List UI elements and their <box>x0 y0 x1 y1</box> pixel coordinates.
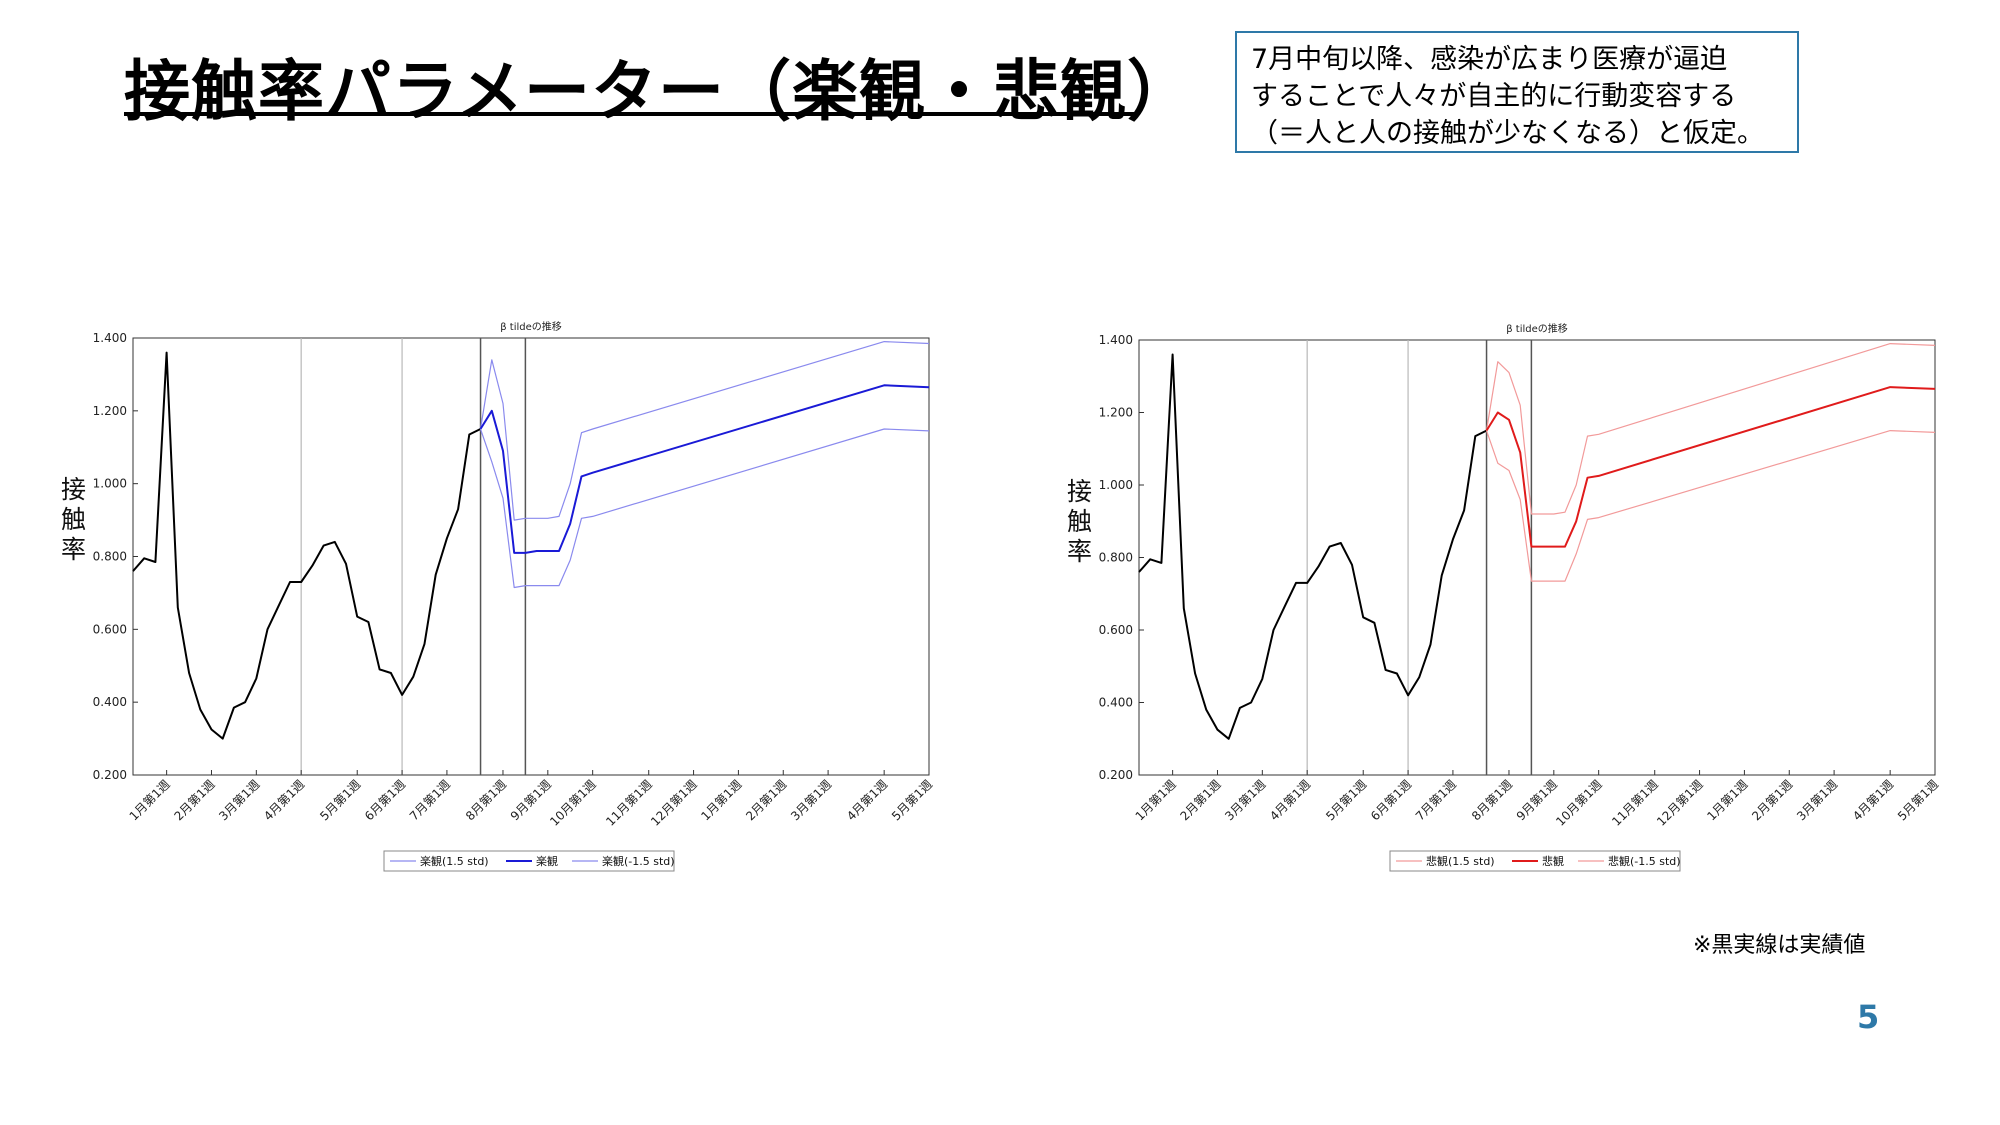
note-line: （＝人と人の接触が少なくなる）と仮定。 <box>1251 118 1764 149</box>
x-tick-label: 1月第1週 <box>1133 777 1179 823</box>
legend-label: 悲観 <box>1542 854 1564 868</box>
y-tick-label: 1.200 <box>93 404 127 418</box>
x-tick-label: 9月第1週 <box>1514 777 1560 823</box>
x-tick-label: 4月第1週 <box>1267 777 1313 823</box>
y-tick-label: 0.200 <box>1099 768 1133 782</box>
x-tick-label: 6月第1週 <box>1368 777 1414 823</box>
optimistic-chart: β tildeの推移 0.200 0.400 0.600 0.800 1.000 1.200… <box>61 320 935 872</box>
x-tick-label: 11月第1週 <box>1609 777 1661 829</box>
slide-title: 接触率パラメーター（楽観・悲観） <box>124 53 1195 130</box>
x-tick-label: 3月第1週 <box>1222 777 1268 823</box>
legend-label: 楽観(-1.5 std) <box>602 854 675 868</box>
y-tick-label: 1.000 <box>93 477 127 491</box>
y-tick-label: 1.400 <box>93 331 127 345</box>
series-line-actual <box>132 351 481 740</box>
x-tick-label: 3月第1週 <box>1794 777 1840 823</box>
x-tick-label: 5月第1週 <box>1323 777 1369 823</box>
series-line-actual <box>1138 353 1487 740</box>
series-line-band <box>479 341 930 521</box>
x-tick-label: 5月第1週 <box>1895 777 1941 823</box>
y-tick-label: 0.400 <box>93 695 127 709</box>
legend-label: 楽観(1.5 std) <box>420 854 489 868</box>
x-tick-label: 7月第1週 <box>1413 777 1459 823</box>
legend-label: 悲観(-1.5 std) <box>1608 854 1681 868</box>
y-tick-label: 0.400 <box>1099 696 1133 710</box>
x-tick-label: 1月第1週 <box>1704 777 1750 823</box>
y-tick-label: 1.200 <box>1099 406 1133 420</box>
note-line: 7月中旬以降、感染が広まり医療が逼迫 <box>1251 44 1728 75</box>
page-number: 5 <box>1857 998 1880 1036</box>
series-line-main <box>479 384 930 554</box>
series-line-band <box>1485 430 1936 582</box>
x-tick-label: 12月第1週 <box>1654 777 1706 829</box>
x-tick-label: 4月第1週 <box>1850 777 1896 823</box>
legend-label: 楽観 <box>536 854 558 868</box>
x-tick-label: 8月第1週 <box>1469 777 1515 823</box>
y-tick-label: 0.800 <box>1099 551 1133 565</box>
y-axis-label: 接触率 <box>61 475 86 564</box>
assumption-note: 7月中旬以降、感染が広まり医療が逼迫 することで人々が自主的に行動変容する （＝… <box>1235 31 1799 153</box>
series-line-band <box>1485 343 1936 515</box>
pessimistic-chart: β tildeの推移 0.200 0.400 0.600 0.800 1.000 1.200… <box>1067 322 1941 872</box>
series-line-band <box>479 428 930 589</box>
chart-title: β tildeの推移 <box>1506 322 1568 335</box>
y-tick-label: 0.200 <box>93 768 127 782</box>
y-tick-label: 0.800 <box>93 550 127 564</box>
x-tick-label: 2月第1週 <box>1749 777 1795 823</box>
footnote: ※黒実線は実績値 <box>1693 933 1866 958</box>
chart-title: β tildeの推移 <box>500 320 562 333</box>
plot-frame <box>1138 339 1936 776</box>
x-tick-label: 2月第1週 <box>1177 777 1223 823</box>
note-line: することで人々が自主的に行動変容する <box>1251 81 1737 112</box>
y-tick-label: 1.400 <box>1099 333 1133 347</box>
y-axis-label: 接触率 <box>1067 477 1092 566</box>
y-tick-label: 0.600 <box>1099 623 1133 637</box>
title-underline <box>124 112 1135 116</box>
series-line-main <box>1485 386 1936 548</box>
legend-label: 悲観(1.5 std) <box>1426 854 1495 868</box>
x-tick-label: 10月第1週 <box>1553 777 1605 829</box>
y-tick-label: 0.600 <box>93 622 127 636</box>
y-tick-label: 1.000 <box>1099 478 1133 492</box>
